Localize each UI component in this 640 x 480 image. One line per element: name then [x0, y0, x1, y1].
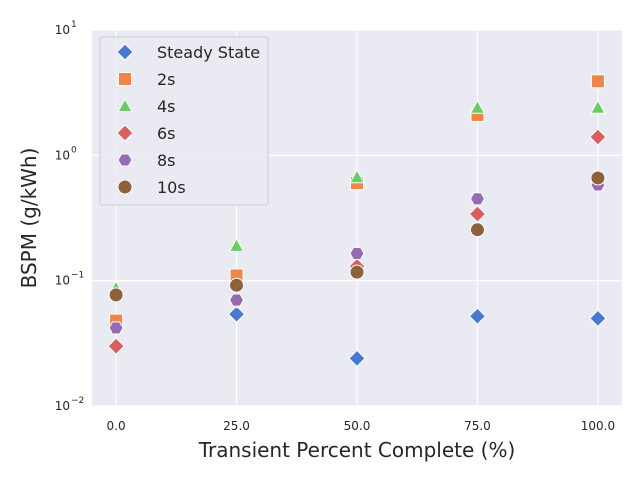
data-point-8s: [349, 246, 365, 260]
x-tick-label: 0.0: [107, 419, 126, 433]
legend-marker-steady-state: [116, 43, 134, 61]
data-point-4s: [349, 169, 365, 184]
data-point-10s: [229, 277, 245, 293]
y-axis-label: BSPM (g/kWh): [17, 148, 41, 289]
x-tick-label: 50.0: [344, 419, 371, 433]
y-tick-label: 10: [55, 399, 70, 413]
data-point-10s: [469, 222, 485, 238]
legend-label-6s: 6s: [157, 124, 176, 143]
legend: Steady State 2s 4s 6s 8s 10s: [99, 36, 269, 206]
legend-marker-6s: [116, 124, 134, 142]
data-point-6s: [589, 128, 607, 146]
legend-frame: [99, 36, 269, 206]
data-point-10s: [108, 287, 124, 303]
data-point-8s: [228, 293, 245, 307]
data-point-steady-state: [589, 309, 607, 328]
x-tick-label: 75.0: [464, 419, 491, 433]
legend-label-8s: 8s: [157, 151, 176, 170]
y-tick-exponent: 0: [71, 145, 77, 155]
x-axis-label: Transient Percent Complete (%): [198, 438, 516, 462]
legend-marker-8s: [117, 153, 133, 167]
y-tick-base: 10: [55, 23, 70, 37]
data-point-4s: [469, 99, 486, 114]
data-point-2s: [590, 74, 605, 89]
legend-label-4s: 4s: [157, 97, 176, 116]
x-tick-label: 100.0: [581, 419, 615, 433]
data-point-10s: [590, 170, 606, 186]
data-point-6s: [468, 205, 487, 223]
data-point-8s: [469, 192, 486, 206]
y-tick-label: 10: [55, 23, 70, 37]
data-point-steady-state: [227, 305, 246, 323]
legend-label-steady-state: Steady State: [157, 43, 260, 62]
y-tick-base: 10: [55, 274, 70, 288]
data-point-6s: [107, 337, 125, 355]
legend-label-10s: 10s: [157, 178, 186, 197]
data-points: [107, 74, 607, 368]
y-tick-label: 10: [55, 148, 70, 162]
legend-label-2s: 2s: [157, 70, 176, 89]
y-tick-exponent: 1: [71, 20, 77, 30]
data-point-10s: [349, 264, 365, 280]
legend-marker-10s: [117, 179, 133, 195]
legend-marker-2s: [118, 72, 132, 86]
legend-marker-4s: [117, 97, 133, 113]
y-tick-label: 10: [55, 274, 70, 288]
data-point-4s: [590, 99, 606, 114]
y-tick-exponent: −1: [71, 271, 84, 281]
y-tick-base: 10: [55, 399, 70, 413]
y-tick-exponent: −2: [71, 396, 84, 406]
data-point-4s: [228, 237, 245, 252]
data-point-steady-state: [468, 307, 487, 325]
data-point-steady-state: [348, 349, 366, 368]
y-tick-base: 10: [55, 148, 70, 162]
data-point-8s: [108, 321, 124, 335]
x-tick-label: 25.0: [223, 419, 250, 433]
